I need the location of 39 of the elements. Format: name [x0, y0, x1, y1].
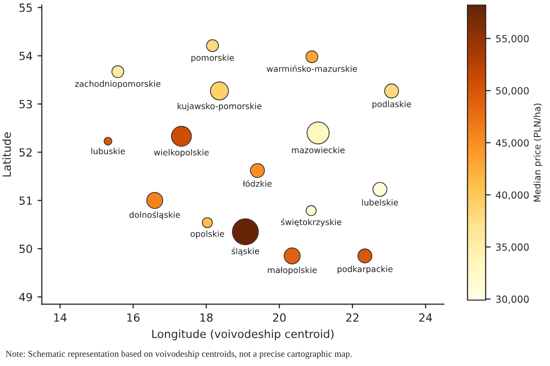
color-bar-label: 45,000 — [496, 139, 529, 148]
annotation: kujawsko-pomorskie — [178, 102, 262, 111]
y-axis-title: Latitude — [2, 132, 11, 176]
annotation: świętokrzyskie — [281, 218, 342, 227]
x-tick-label: 20 — [273, 313, 286, 322]
annotation: małopolskie — [268, 266, 317, 275]
annotation: podlaskie — [372, 100, 411, 109]
annotation: dolnośląskie — [129, 211, 180, 220]
y-tick-label: 53 — [19, 100, 32, 108]
color-bar-label: 55,000 — [496, 34, 529, 44]
y-tick-label: 49 — [19, 292, 32, 302]
x-axis-title: Longitude (voivodeship centroid) — [152, 329, 334, 340]
annotation: lubelskie — [362, 199, 398, 206]
y-tick-label: 54 — [19, 52, 32, 60]
annotation: mazowieckie — [292, 146, 345, 154]
x-tick-label: 22 — [346, 313, 358, 322]
annotation: łódzkie — [242, 180, 272, 187]
y-tick-label: 55 — [19, 4, 32, 12]
x-tick-label: 16 — [127, 313, 140, 322]
annotation: śląskie — [232, 247, 260, 256]
y-tick-label: 52 — [19, 148, 32, 157]
annotation: opolskie — [190, 230, 224, 239]
color-bar-title: Median price (PLN/ha) — [534, 104, 542, 202]
color-bar-label: 40,000 — [496, 191, 529, 200]
y-tick-label: 51 — [19, 196, 32, 205]
annotation: wielkopolskie — [154, 149, 209, 158]
x-tick-label: 24 — [419, 313, 432, 322]
annotation: pomorskie — [191, 54, 234, 62]
color-bar-label: 35,000 — [496, 243, 529, 252]
color-bar-label: 30,000 — [496, 296, 529, 304]
y-tick-label: 50 — [19, 244, 32, 254]
x-tick-label: 14 — [54, 314, 67, 322]
color-bar-label: 50,000 — [496, 87, 529, 96]
annotation: warmińsko-mazurskie — [266, 65, 357, 72]
annotation: lubuskie — [91, 148, 125, 154]
x-tick-label: 18 — [200, 313, 213, 322]
annotation: podkarpackie — [338, 266, 393, 274]
annotation: zachodniopomorskie — [75, 80, 160, 88]
text: Note: Schematic representation based on voivodeship centroids, not a precise cartographic map. — [6, 350, 352, 359]
